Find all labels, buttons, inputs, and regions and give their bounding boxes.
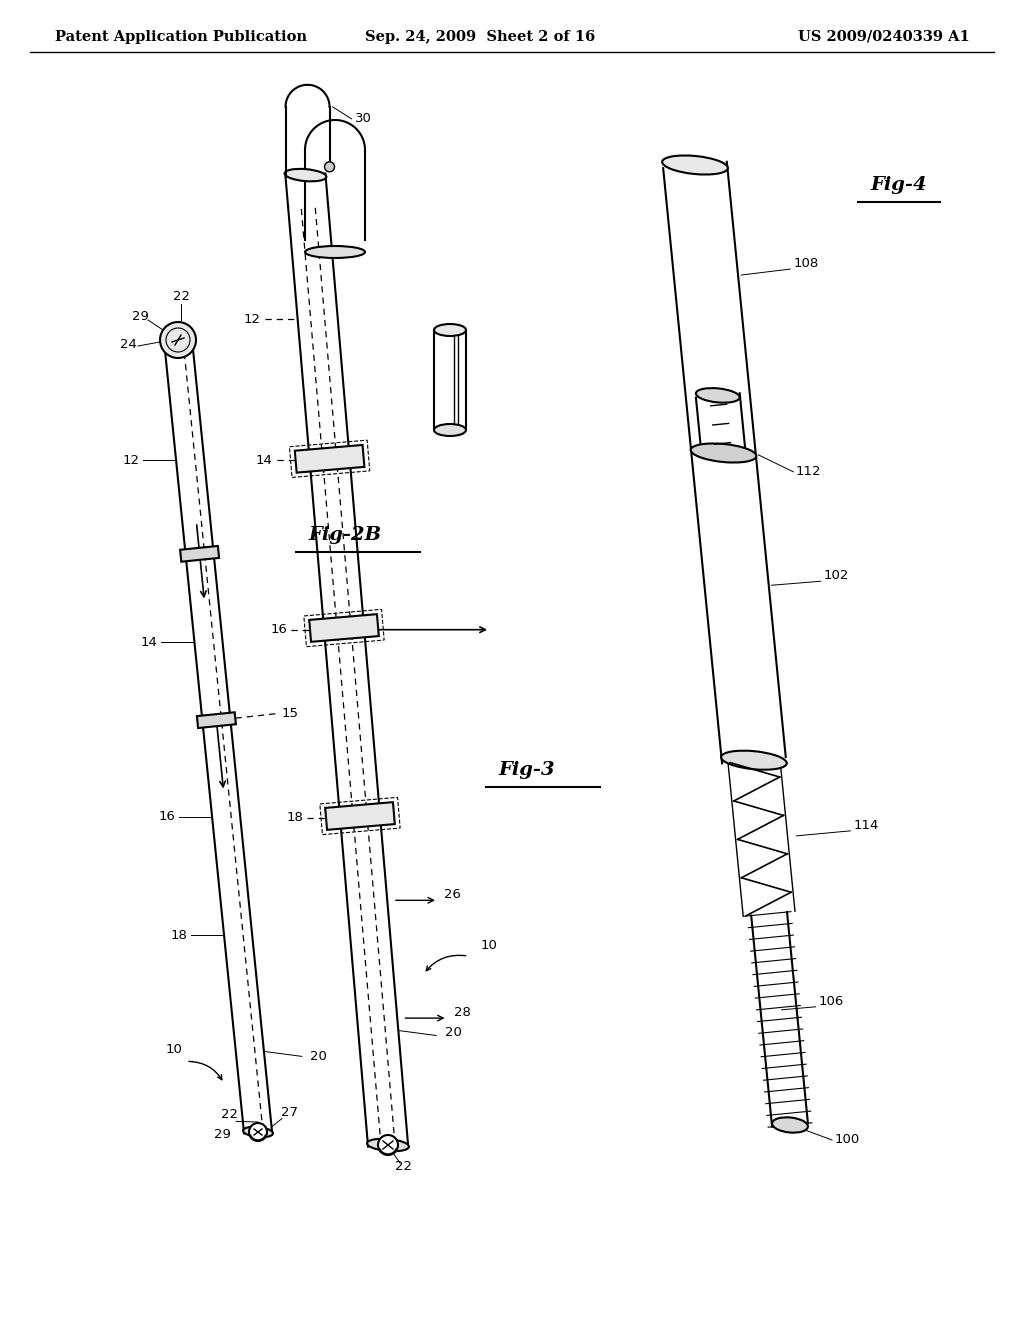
Text: Fig-4: Fig-4 — [870, 176, 927, 194]
Ellipse shape — [367, 1139, 409, 1151]
Text: 102: 102 — [823, 569, 849, 582]
Text: 29: 29 — [214, 1129, 230, 1142]
Text: US 2009/0240339 A1: US 2009/0240339 A1 — [799, 30, 970, 44]
Ellipse shape — [663, 156, 728, 174]
Polygon shape — [180, 546, 219, 562]
Ellipse shape — [285, 169, 327, 181]
Ellipse shape — [243, 1127, 273, 1138]
Text: 14: 14 — [140, 636, 158, 649]
Text: 29: 29 — [131, 310, 148, 323]
Polygon shape — [326, 803, 395, 830]
Text: 22: 22 — [172, 290, 189, 304]
Polygon shape — [295, 445, 365, 473]
FancyArrowPatch shape — [426, 956, 466, 970]
Text: 16: 16 — [158, 810, 175, 824]
Circle shape — [160, 322, 196, 358]
Text: 106: 106 — [818, 995, 844, 1007]
Text: 108: 108 — [794, 257, 818, 271]
Text: 18: 18 — [170, 929, 187, 942]
Text: Patent Application Publication: Patent Application Publication — [55, 30, 307, 44]
Polygon shape — [309, 614, 379, 642]
FancyArrowPatch shape — [188, 1061, 222, 1080]
Text: 22: 22 — [220, 1109, 238, 1122]
Circle shape — [249, 1123, 267, 1140]
Text: 18: 18 — [286, 812, 303, 824]
Text: 100: 100 — [835, 1133, 860, 1146]
Text: 28: 28 — [454, 1006, 471, 1019]
Text: 22: 22 — [394, 1160, 412, 1173]
Text: 10: 10 — [480, 939, 497, 952]
Text: 20: 20 — [310, 1049, 328, 1063]
Circle shape — [378, 1135, 398, 1155]
Text: 20: 20 — [444, 1026, 462, 1039]
Ellipse shape — [772, 1117, 808, 1133]
Text: 15: 15 — [282, 708, 299, 721]
Ellipse shape — [690, 444, 757, 462]
Text: 24: 24 — [120, 338, 136, 351]
Text: 12: 12 — [244, 313, 261, 326]
Polygon shape — [197, 713, 236, 729]
Text: Fig-2B: Fig-2B — [308, 525, 381, 544]
Text: 10: 10 — [166, 1043, 182, 1056]
Text: 26: 26 — [444, 888, 462, 902]
Ellipse shape — [434, 323, 466, 337]
Ellipse shape — [696, 388, 739, 403]
Text: 30: 30 — [354, 112, 372, 125]
Text: 27: 27 — [282, 1106, 298, 1118]
Text: 14: 14 — [256, 454, 272, 467]
Text: 16: 16 — [270, 623, 287, 636]
Circle shape — [325, 162, 335, 172]
Text: Fig-3: Fig-3 — [498, 762, 555, 779]
Ellipse shape — [305, 246, 365, 257]
Ellipse shape — [434, 424, 466, 436]
Text: Sep. 24, 2009  Sheet 2 of 16: Sep. 24, 2009 Sheet 2 of 16 — [365, 30, 595, 44]
Ellipse shape — [721, 751, 786, 770]
Text: 112: 112 — [796, 465, 821, 478]
Text: 12: 12 — [122, 454, 139, 467]
Text: 114: 114 — [853, 818, 879, 832]
